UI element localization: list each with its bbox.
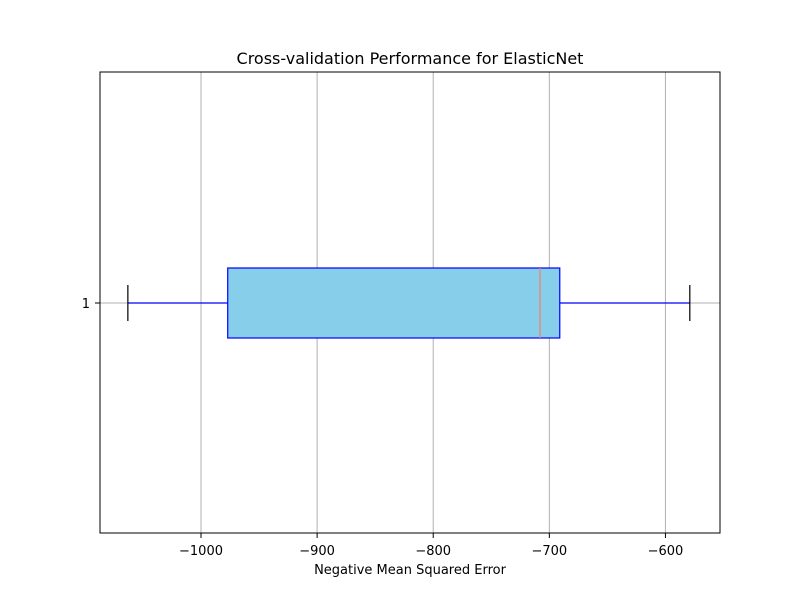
x-tick-label: −700 (531, 544, 567, 559)
x-axis-label: Negative Mean Squared Error (314, 563, 507, 578)
x-tick-label: −600 (648, 544, 684, 559)
y-tick-label: 1 (82, 297, 90, 312)
x-axis-ticks: −1000 −900 −800 −700 −600 (179, 533, 683, 559)
x-tick-label: −800 (415, 544, 451, 559)
y-axis-ticks: 1 (82, 297, 100, 312)
x-tick-label: −1000 (179, 544, 223, 559)
x-tick-label: −900 (299, 544, 335, 559)
box-plots (127, 267, 691, 339)
chart-title: Cross-validation Performance for Elastic… (237, 49, 584, 68)
iqr-box (227, 267, 561, 339)
